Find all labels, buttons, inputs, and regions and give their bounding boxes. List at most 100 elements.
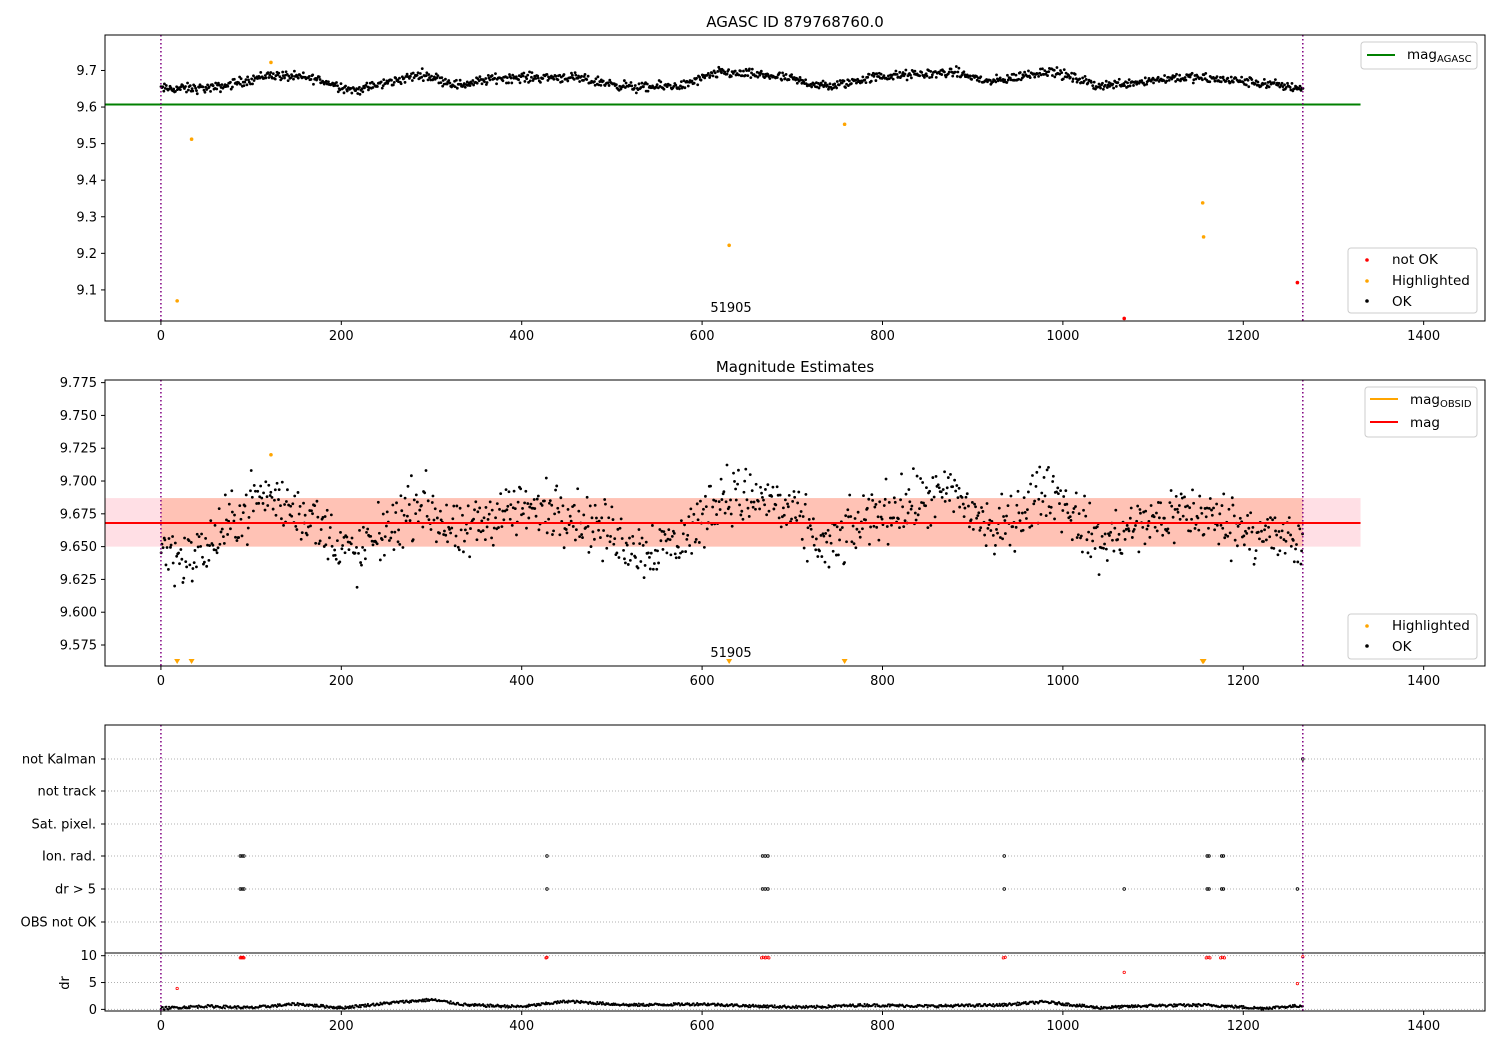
ok-point — [1250, 78, 1254, 81]
dr-ok-point — [167, 1008, 170, 1011]
ok-point — [483, 80, 486, 84]
ok-point — [280, 517, 283, 521]
ok-point — [502, 518, 506, 522]
ok-point — [630, 84, 634, 88]
dr-ok-point — [761, 1006, 765, 1009]
dr-ok-point — [1193, 1003, 1196, 1006]
ok-point — [564, 528, 568, 531]
ok-point — [940, 73, 944, 76]
ok-point — [434, 72, 438, 76]
ok-point — [482, 516, 486, 520]
ok-point — [930, 75, 934, 79]
ok-point — [424, 469, 428, 472]
dr-ok-point — [409, 1000, 413, 1004]
ok-point — [501, 79, 505, 83]
dr-ok-point — [747, 1006, 750, 1009]
ok-point — [1127, 527, 1130, 531]
ok-point — [795, 81, 799, 85]
ok-point — [1103, 542, 1106, 546]
ok-point — [283, 503, 286, 506]
dr-ok-point — [421, 998, 424, 1001]
dr-ok-point — [448, 1002, 451, 1005]
ok-point — [1230, 496, 1234, 500]
ok-point — [747, 515, 751, 518]
dr-ok-point — [671, 1004, 675, 1007]
ok-point — [911, 467, 915, 471]
ok-point — [589, 545, 593, 548]
ok-point — [862, 494, 865, 498]
ok-point — [522, 71, 526, 75]
ok-point — [361, 525, 365, 529]
ok-point — [683, 86, 687, 90]
ok-point — [219, 90, 222, 94]
ok-point — [1201, 78, 1204, 82]
ok-point — [1246, 514, 1249, 517]
ok-point — [1288, 85, 1292, 89]
dr-ok-point — [353, 1006, 356, 1009]
y-tick-label: 9.7 — [76, 64, 97, 79]
ok-point — [921, 481, 925, 484]
highlighted-point — [175, 299, 179, 303]
x-tick-label: 1200 — [1227, 1019, 1260, 1034]
dr-ok-point — [1130, 1004, 1133, 1007]
ok-point — [192, 561, 196, 565]
ok-point — [1192, 501, 1196, 505]
ok-point — [454, 78, 458, 82]
ok-point — [1071, 77, 1075, 81]
ok-point — [576, 487, 580, 491]
ok-point — [866, 75, 870, 79]
dr-ok-point — [925, 1003, 928, 1007]
dr-ok-point — [1014, 1002, 1017, 1005]
ok-point — [285, 500, 288, 503]
ok-point — [358, 528, 361, 532]
ok-point — [290, 514, 294, 518]
ok-point — [246, 75, 250, 79]
ok-point — [450, 526, 454, 530]
ok-point — [1207, 506, 1211, 510]
ok-point — [534, 514, 538, 518]
ok-point — [1204, 72, 1208, 75]
ok-point — [1300, 549, 1303, 553]
ok-point — [1026, 508, 1029, 512]
ok-point — [193, 549, 197, 552]
ok-point — [749, 500, 753, 504]
ok-point — [1039, 73, 1043, 77]
ok-point — [846, 508, 850, 512]
dr-ok-point — [1260, 1008, 1263, 1011]
ok-point — [569, 76, 573, 79]
ok-point — [692, 512, 696, 516]
ok-point — [1137, 81, 1141, 85]
ok-point — [434, 540, 438, 544]
ok-point — [634, 556, 637, 559]
ok-point — [1093, 547, 1097, 550]
ok-point — [741, 517, 745, 521]
ok-point — [180, 557, 184, 561]
highlighted-point — [269, 452, 273, 457]
ok-point — [1061, 77, 1065, 81]
ok-point — [606, 81, 610, 85]
ok-point — [367, 88, 370, 92]
ok-point — [725, 463, 729, 467]
ok-point — [1140, 79, 1144, 82]
ok-point — [668, 538, 672, 542]
x-tick-label: 1200 — [1227, 329, 1260, 344]
dr-ok-point — [764, 1004, 767, 1007]
dr-not-ok-point — [1219, 956, 1223, 960]
ok-point — [869, 525, 873, 529]
ok-point — [341, 544, 345, 547]
ok-point — [252, 74, 255, 78]
ok-point — [1061, 509, 1065, 512]
ok-point — [932, 495, 936, 499]
ok-point — [492, 526, 496, 530]
ok-point — [1114, 84, 1118, 88]
ok-point — [211, 543, 215, 547]
ok-point — [696, 518, 700, 522]
ok-point — [487, 512, 491, 516]
ok-point — [814, 548, 818, 552]
ok-point — [345, 89, 349, 93]
dr-ok-point — [856, 1005, 859, 1008]
ok-point — [478, 75, 482, 79]
ok-point — [203, 90, 207, 94]
ok-point — [363, 86, 366, 90]
ok-point — [914, 518, 918, 522]
